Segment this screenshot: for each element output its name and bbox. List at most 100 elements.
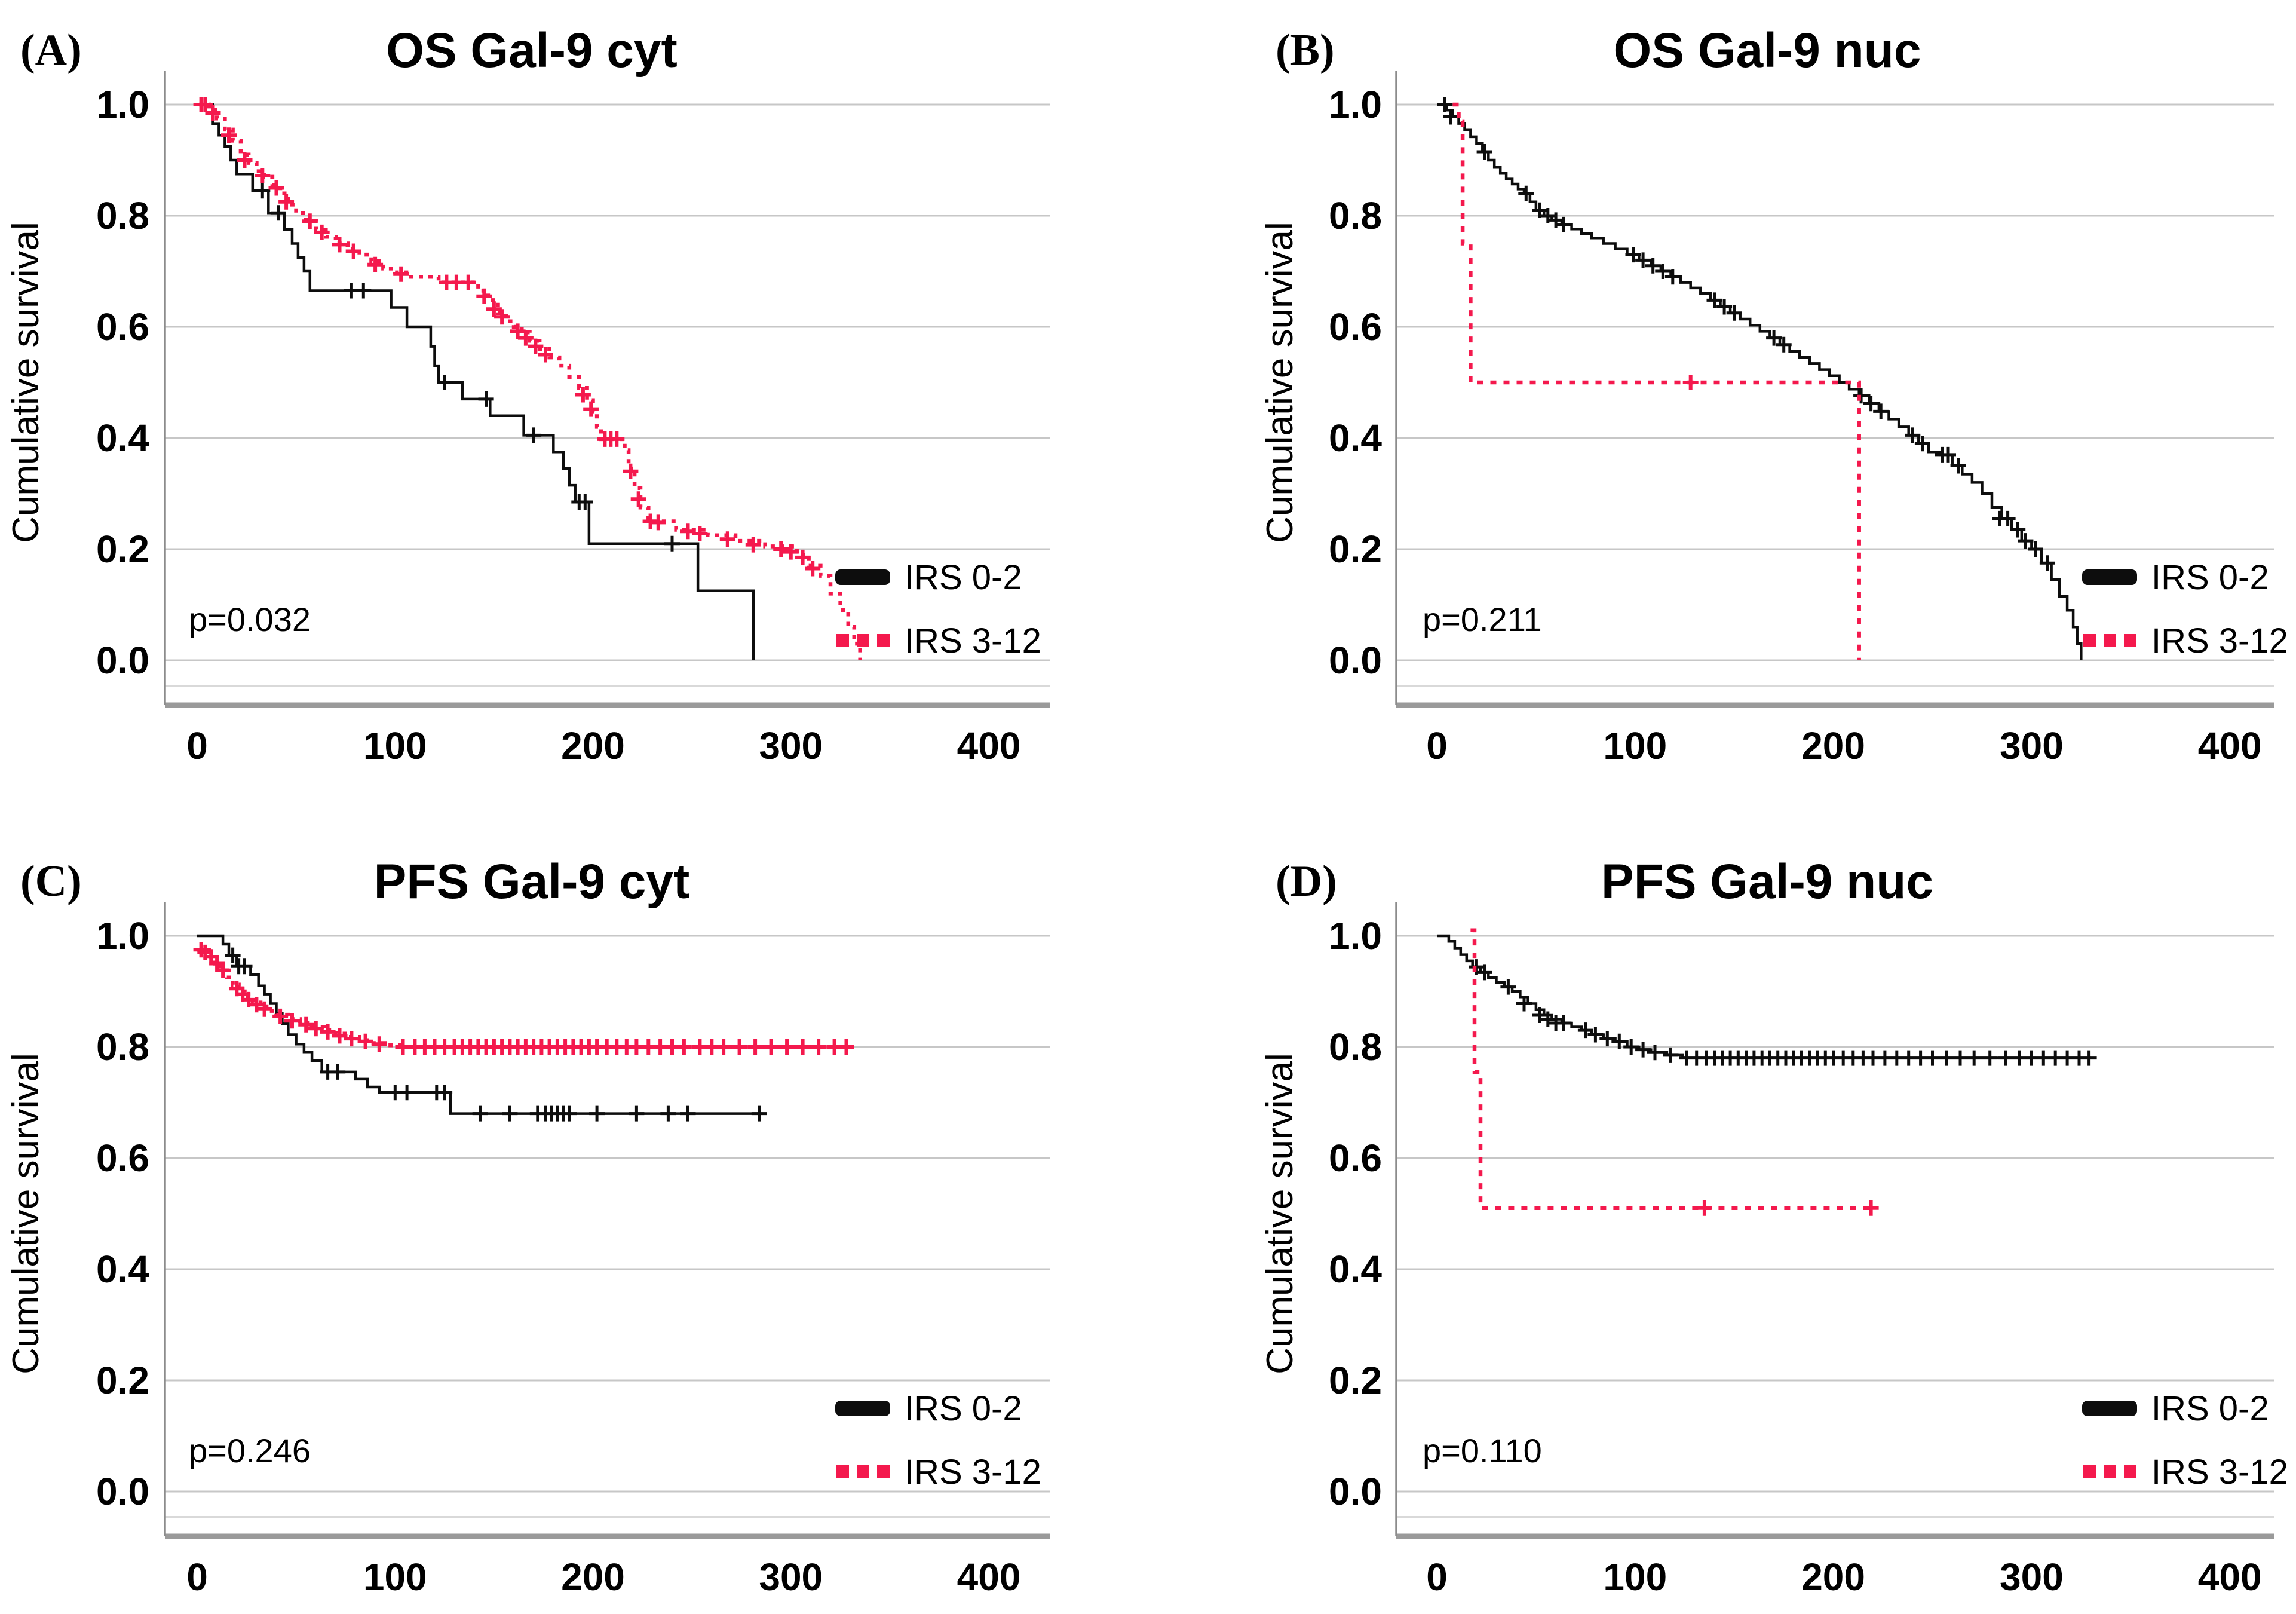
y-tick: 0.6	[96, 305, 149, 348]
x-tick: 100	[363, 724, 427, 767]
x-tick: 400	[957, 1555, 1021, 1598]
legend-dot	[2124, 634, 2136, 647]
x-tick: 100	[363, 1555, 427, 1598]
legend-dotted-line-swatch	[836, 634, 890, 647]
x-tick: 100	[1603, 1555, 1667, 1598]
y-tick-labels: 1.0 0.8 0.6 0.4 0.2 0.0	[1329, 914, 1382, 1513]
legend-dot	[2104, 634, 2116, 647]
y-tick: 0.2	[1329, 1359, 1382, 1402]
panel-letter: (D)	[1276, 857, 1337, 906]
legend: IRS 0-2 IRS 3-12	[835, 1389, 1041, 1492]
x-tick: 400	[957, 724, 1021, 767]
legend-dotted-line-swatch	[2083, 1465, 2136, 1478]
x-tick-labels: 0 100 200 300 400	[1426, 1555, 2261, 1598]
legend: IRS 0-2 IRS 3-12	[2082, 558, 2288, 660]
legend-label-irs-0-2: IRS 0-2	[2151, 558, 2269, 597]
y-tick: 0.4	[1329, 416, 1382, 460]
km-curve-irs-0-2	[197, 934, 764, 1115]
y-axis-title: Cumulative survival	[5, 1053, 47, 1374]
legend-label-irs-0-2: IRS 0-2	[905, 1389, 1022, 1428]
km-curve-irs-3-12	[1452, 102, 1861, 660]
legend-dot	[857, 634, 869, 647]
legend-solid-line-swatch	[835, 569, 890, 585]
censor-marks-irs-3-12	[193, 942, 854, 1055]
y-tick: 0.6	[96, 1137, 149, 1180]
p-value-label: p=0.246	[189, 1432, 311, 1469]
x-tick-labels: 0 100 200 300 400	[186, 1555, 1020, 1598]
plot-area	[1395, 902, 2274, 1539]
legend-label-irs-3-12: IRS 3-12	[905, 1453, 1041, 1492]
y-tick: 0.2	[1329, 528, 1382, 571]
x-tick-labels: 0 100 200 300 400	[186, 724, 1020, 767]
y-tick-labels: 1.0 0.8 0.6 0.4 0.2 0.0	[96, 914, 149, 1513]
x-tick: 200	[1801, 1555, 1865, 1598]
y-tick: 1.0	[1329, 83, 1382, 126]
panel-title: OS Gal-9 cyt	[386, 23, 678, 78]
censor-marks-irs-0-2	[225, 947, 767, 1122]
legend-solid-line-swatch	[835, 1401, 890, 1416]
y-tick: 0.8	[1329, 194, 1382, 237]
x-tick: 0	[186, 724, 208, 767]
y-tick: 0.0	[1329, 639, 1382, 682]
x-tick: 400	[2198, 724, 2262, 767]
panel-a: (A) OS Gal-9 cyt Cumulative survival 1.0…	[5, 23, 1050, 767]
y-tick-labels: 1.0 0.8 0.6 0.4 0.2 0.0	[1329, 83, 1382, 682]
censor-marks-irs-0-2	[1469, 959, 2097, 1066]
x-tick: 0	[1426, 1555, 1448, 1598]
y-axis-title: Cumulative survival	[1259, 1053, 1301, 1374]
km-curve-irs-3-12	[199, 102, 862, 660]
y-tick: 0.0	[96, 639, 149, 682]
y-tick: 0.6	[1329, 1137, 1382, 1180]
y-tick: 1.0	[96, 914, 149, 957]
p-value-label: p=0.032	[189, 601, 311, 638]
censor-marks-irs-3-12	[1682, 375, 1699, 390]
panel-c: (C) PFS Gal-9 cyt Cumulative survival 1.…	[5, 855, 1050, 1598]
y-tick: 0.4	[96, 416, 149, 460]
x-tick: 0	[1426, 724, 1448, 767]
y-tick: 0.2	[96, 528, 149, 571]
legend-label-irs-3-12: IRS 3-12	[2151, 1453, 2288, 1492]
legend-solid-line-swatch	[2082, 1401, 2137, 1416]
legend-dot	[2104, 1465, 2116, 1478]
km-curve-irs-3-12	[197, 948, 851, 1049]
panel-title: PFS Gal-9 cyt	[374, 855, 690, 909]
x-tick: 0	[186, 1555, 208, 1598]
plot-area	[164, 902, 1050, 1539]
x-tick: 400	[2198, 1555, 2262, 1598]
x-tick: 300	[759, 724, 823, 767]
legend-dot	[857, 1465, 869, 1478]
y-tick-labels: 1.0 0.8 0.6 0.4 0.2 0.0	[96, 83, 149, 682]
censor-marks-irs-3-12	[1696, 1200, 1879, 1216]
plot-area	[164, 71, 1050, 708]
panel-title: OS Gal-9 nuc	[1614, 23, 1921, 78]
panel-title: PFS Gal-9 nuc	[1601, 855, 1933, 909]
legend-dotted-line-swatch	[2083, 634, 2136, 647]
panel-b: (B) OS Gal-9 nuc Cumulative survival 1.0…	[1259, 23, 2288, 767]
x-tick: 300	[2000, 724, 2064, 767]
km-curve-irs-0-2	[1437, 934, 2091, 1059]
legend-dot	[2083, 1465, 2096, 1478]
x-tick: 300	[2000, 1555, 2064, 1598]
p-value-label: p=0.110	[1423, 1432, 1542, 1469]
censor-marks-irs-3-12	[193, 97, 821, 577]
y-tick: 0.4	[1329, 1248, 1382, 1291]
legend-label-irs-0-2: IRS 0-2	[905, 558, 1022, 597]
y-tick: 0.8	[96, 1025, 149, 1068]
y-tick: 0.6	[1329, 305, 1382, 348]
censor-marks-irs-0-2	[1437, 97, 2055, 571]
panel-letter: (B)	[1276, 26, 1335, 75]
y-tick: 0.0	[1329, 1470, 1382, 1513]
x-tick: 300	[759, 1555, 823, 1598]
x-tick: 100	[1603, 724, 1667, 767]
legend-dotted-line-swatch	[836, 1465, 890, 1478]
legend: IRS 0-2 IRS 3-12	[835, 558, 1041, 660]
legend-dot	[836, 1465, 849, 1478]
legend-label-irs-3-12: IRS 3-12	[905, 621, 1041, 660]
x-tick-labels: 0 100 200 300 400	[1426, 724, 2261, 767]
km-curve-irs-0-2	[1437, 103, 2083, 660]
x-tick: 200	[561, 724, 625, 767]
y-tick: 0.0	[96, 1470, 149, 1513]
y-tick: 0.8	[96, 194, 149, 237]
legend-dot	[836, 634, 849, 647]
km-curve-irs-3-12	[1470, 928, 1873, 1210]
